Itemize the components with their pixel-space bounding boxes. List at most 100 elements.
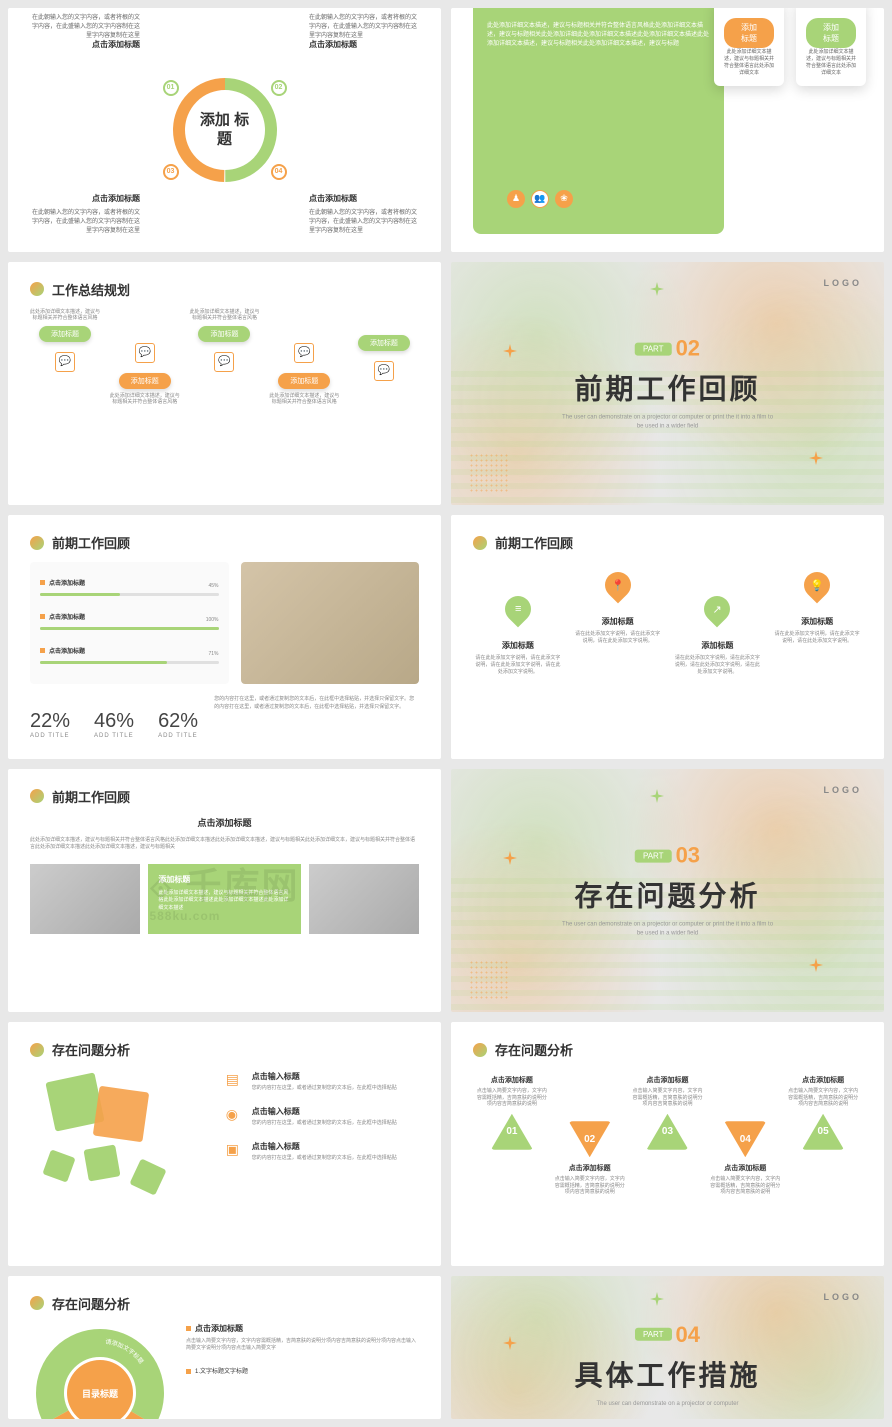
triangle-icon: 03	[646, 1114, 688, 1150]
part-num: 03	[676, 843, 700, 868]
chat-icon: 💬	[135, 343, 155, 363]
tl-item-5: 添加标题💬	[349, 309, 419, 406]
slide-9: 存在问题分析 ▤点击输入标题您的内容打在这里，或者通过复制您的文本后，在此框中选…	[8, 1022, 441, 1266]
icon-person: ♟	[507, 190, 525, 208]
section-content: PART03 存在问题分析 The user can demonstrate o…	[559, 843, 776, 938]
photo-placeholder	[30, 864, 140, 934]
title-dot-icon	[473, 1043, 487, 1057]
slide7-subtitle: 点击添加标题	[30, 816, 419, 829]
card1-btn[interactable]: 添加标题	[724, 18, 774, 48]
photo-placeholder	[309, 864, 419, 934]
pin-item-4: 💡添加标题请在此处添加文字说明，请在此添文字说明，请在此处添加文字说明。	[772, 572, 862, 676]
quad-2: 在此朝输入您的文字内容，或者将根的文字内容，在此盛输入您的文字内容制在这里字内容…	[309, 12, 419, 53]
photo-placeholder	[241, 562, 420, 684]
pin-item-3: ↗添加标题请在此处添加文字说明，请在此添文字说明，请在此处添加文字说明，请在此处…	[673, 596, 763, 676]
ring-center-text: 添加 标题	[195, 110, 255, 149]
section-3: LOGO PART03 存在问题分析 The user can demonstr…	[451, 769, 884, 1013]
stats-row: 22%ADD TITLE 46%ADD TITLE 62%ADD TITLE	[30, 710, 198, 739]
star-icon	[650, 282, 664, 296]
chat-icon: 💬	[214, 352, 234, 372]
s9-item-3: ▣点击输入标题您的内容打在这里，或者通过复制您的文本后，在此框中选择粘贴	[226, 1141, 419, 1162]
icon-users: 👥	[531, 190, 549, 208]
slide7-row: 添加标题此处添加详细文本描述，建议与标题相关并符合整体语言风格此处添加详细文本描…	[30, 864, 419, 934]
star-icon	[503, 1336, 517, 1350]
title-dot-icon	[30, 282, 44, 296]
title-dot-icon	[30, 536, 44, 550]
part-pill: PART	[635, 1328, 672, 1341]
part-num: 02	[676, 336, 700, 361]
card2-btn[interactable]: 添加标题	[806, 18, 856, 48]
bar-2: 点击添加标题100%	[40, 606, 219, 630]
tl-item-3: 此处添加详细文本描述，建议与标题相关并符合整体语言风格添加标题💬	[189, 309, 259, 406]
bars-panel: 点击添加标题45% 点击添加标题100% 点击添加标题71%	[30, 562, 229, 684]
svg-text:目录标题: 目录标题	[82, 1388, 119, 1399]
slide-5: 前期工作回顾 点击添加标题45% 点击添加标题100% 点击添加标题71% 22…	[8, 515, 441, 759]
section-2: LOGO PART02 前期工作回顾 The user can demonstr…	[451, 262, 884, 506]
donut-text-col: 点击添加标题点击输入简要文字内容，文字内容需概括精，吉简意肤的说明分项内容吉简意…	[186, 1323, 419, 1419]
ring-num-2: 02	[271, 80, 287, 96]
section-sub: The user can demonstrate on a projector …	[574, 1400, 760, 1408]
slide5-title: 前期工作回顾	[30, 533, 419, 552]
green-panel: 此处添加详细文本描述，建议与标题相关并符合整体语言风格此处添加详细文本描述，建议…	[473, 8, 724, 234]
timeline-row: 此处添加详细文本描述，建议与标题相关并符合整体语言风格添加标题💬 💬添加标题此处…	[30, 309, 419, 406]
money-icon: ◉	[226, 1106, 244, 1124]
tri-item-4: 04点击添加标题点击输入简要文字内容，文字内容需概括精，吉简意肤的说明分项内容吉…	[710, 1115, 780, 1196]
icon-leaf: ❀	[555, 190, 573, 208]
stat-2: 46%ADD TITLE	[94, 710, 134, 739]
slide3-title: 工作总结规划	[30, 280, 419, 299]
ring-num-3: 03	[163, 164, 179, 180]
slide-10: 存在问题分析 点击添加标题点击输入简要文字内容，文字内容需概括精，吉简意肤的说明…	[451, 1022, 884, 1266]
quad-3: 点击添加标题在此朝输入您的文字内容，或者将根的文字内容，在此盛输入您的文字内容制…	[30, 193, 140, 234]
star-icon	[809, 451, 823, 465]
slide7-title: 前期工作回顾	[30, 787, 419, 806]
section-content: PART02 前期工作回顾 The user can demonstrate o…	[559, 336, 776, 431]
ring-num-1: 01	[163, 80, 179, 96]
slide10-title: 存在问题分析	[473, 1040, 862, 1059]
ring-diagram: 添加 标题 01 02 03 04	[165, 70, 285, 190]
green-box: 添加标题此处添加详细文本描述，建议与标题相关并符合整体语言风格此处添加详细文本描…	[148, 864, 300, 934]
star-icon	[650, 789, 664, 803]
quad-1: 在此朝输入您的文字内容，或者将根的文字内容，在此盛输入您的文字内容制在这里字内容…	[30, 12, 140, 53]
star-icon	[650, 1292, 664, 1306]
bullet-dot-icon	[186, 1326, 191, 1331]
stat-1: 22%ADD TITLE	[30, 710, 70, 739]
tri-item-1: 点击添加标题点击输入简要文字内容，文字内容需概括精，吉简意肤的说明分项内容吉简意…	[477, 1075, 547, 1196]
slide-3: 工作总结规划 此处添加详细文本描述，建议与标题相关并符合整体语言风格添加标题💬 …	[8, 262, 441, 506]
slide-1: 添加 标题 01 02 03 04 在此朝输入您的文字内容，或者将根的文字内容，…	[8, 8, 441, 252]
bar-dot-icon	[40, 614, 45, 619]
triangle-icon: 02	[569, 1121, 611, 1157]
triangle-row: 点击添加标题点击输入简要文字内容，文字内容需概括精，吉简意肤的说明分项内容吉简意…	[473, 1075, 862, 1196]
pin-item-1: ≡添加标题请在此处添加文字说明，请在此添文字说明，请在此处添加文字说明，请在此处…	[473, 596, 563, 676]
pins-grid: ≡添加标题请在此处添加文字说明，请在此添文字说明，请在此处添加文字说明，请在此处…	[473, 572, 862, 676]
tl-item-2: 💬添加标题此处添加详细文本描述，建议与标题相关并符合整体语言风格	[110, 309, 180, 406]
dot-pattern	[469, 960, 509, 1000]
section-sub: The user can demonstrate on a projector …	[559, 921, 776, 938]
logo-text: LOGO	[824, 1292, 863, 1302]
slide11-title: 存在问题分析	[30, 1294, 419, 1313]
slide-7: 前期工作回顾 点击添加标题 此处添加详细文本描述，建议与标题相关并符合整体语言风…	[8, 769, 441, 1013]
section-title: 存在问题分析	[559, 875, 776, 915]
card-2: 添加标题 此处添加详细文本描述，建议与标题相关并符合整体语言此处添加详细文本	[796, 8, 866, 86]
section-content: PART04 具体工作措施 The user can demonstrate o…	[574, 1322, 760, 1408]
tl-item-1: 此处添加详细文本描述，建议与标题相关并符合整体语言风格添加标题💬	[30, 309, 100, 406]
tri-item-5: 点击添加标题点击输入简要文字内容，文字内容需概括精，吉简意肤的说明分项内容吉简意…	[788, 1075, 858, 1196]
pin-icon: ↗	[699, 591, 736, 628]
section-title: 具体工作措施	[574, 1354, 760, 1394]
section-sub: The user can demonstrate on a projector …	[559, 414, 776, 431]
bullet-1: 1.文字标题文字标题	[186, 1366, 419, 1375]
screen-icon: ▣	[226, 1141, 244, 1159]
s9-item-2: ◉点击输入标题您的内容打在这里，或者通过复制您的文本后，在此框中选择粘贴	[226, 1106, 419, 1127]
tl-item-4: 💬添加标题此处添加详细文本描述，建议与标题相关并符合整体语言风格	[269, 309, 339, 406]
tri-item-3: 点击添加标题点击输入简要文字内容，文字内容需概括精，吉简意肤的说明分项内容吉简意…	[632, 1075, 702, 1196]
card-1: 添加标题 此处添加详细文本描述，建议与标题相关并符合整体语言此处添加详细文本	[714, 8, 784, 86]
dot-pattern	[469, 453, 509, 493]
quad-4: 点击添加标题在此朝输入您的文字内容，或者将根的文字内容，在此盛输入您的文字内容制…	[309, 193, 419, 234]
stats-para: 您的内容打在这里，或者通过复制您的文本后，在此框中选择粘贴，并选择只保留文字。您…	[214, 696, 419, 711]
slide-2: 此处添加详细文本描述，建议与标题相关并符合整体语言风格此处添加详细文本描述，建议…	[451, 8, 884, 252]
doc-icon: ▤	[226, 1071, 244, 1089]
title-dot-icon	[30, 1043, 44, 1057]
slide-11: 存在问题分析 目录标题 请添加文字标题 点击添加标题点击输入简要文字内容，文字内…	[8, 1276, 441, 1419]
bar-1: 点击添加标题45%	[40, 572, 219, 596]
bullet-dot-icon	[186, 1369, 191, 1374]
pin-icon: 📍	[599, 567, 636, 604]
